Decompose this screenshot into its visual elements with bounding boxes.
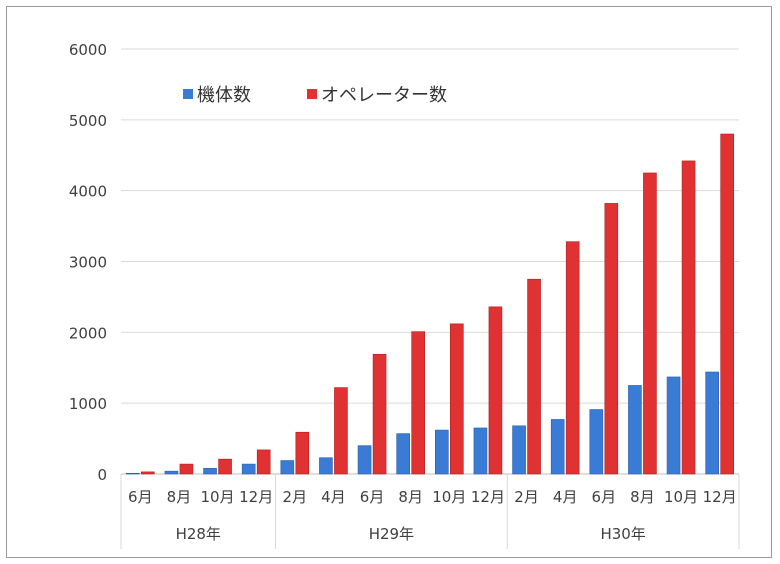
bar-operators [295,431,310,475]
bar-operators [720,133,734,475]
x-tick-label: 6月 [592,488,617,506]
legend-label-drones: 機体数 [197,85,251,106]
chart-frame: 0 1000 2000 3000 4000 5000 6000 6月 8月 10月 12月 2月 4月 6… [6,6,772,558]
x-tick-label: 6月 [360,488,385,506]
bar-operators [450,323,464,475]
bar-drones [203,468,217,475]
bar-operators [565,241,580,475]
bar-operators [179,463,194,475]
x-tick-label: 12月 [471,488,505,506]
bar-drones [589,409,604,475]
bar-drones [280,460,295,475]
bar-operators [411,331,425,475]
bar-operators [218,458,232,475]
x-tick-label: 2月 [514,488,539,506]
bar-drones [319,457,333,475]
bar-drones [357,445,372,475]
x-tick-label: 8月 [630,488,655,506]
y-tick-label: 4000 [69,183,107,201]
bar-operators [527,278,541,475]
bar-drones [164,470,179,475]
bar-drones [396,433,410,475]
legend-item-operators: オペレーター数 [307,81,447,107]
group-label: H30年 [600,525,645,543]
x-tick-label: 10月 [664,488,698,506]
x-tick-label: 4月 [321,488,346,506]
x-tick-label: 10月 [201,488,235,506]
bar-drones [126,472,140,475]
bar-drones [241,463,256,475]
bar-operators [488,306,503,475]
x-tick-label: 12月 [703,488,737,506]
y-tick-label: 2000 [69,324,107,342]
bar-drones [550,419,565,475]
bar-operators [256,449,271,475]
bar-drones [666,376,681,475]
bar-drones [512,425,526,475]
y-tick-label: 3000 [69,254,107,272]
bar-operators [681,160,696,475]
bar-operators [372,353,387,475]
y-tick-label: 6000 [69,41,107,59]
y-tick-label: 0 [97,466,107,484]
bar-operators [141,471,155,475]
y-tick-label: 1000 [69,395,107,413]
x-tick-label: 8月 [167,488,192,506]
legend-swatch-drones [183,89,193,99]
x-tick-label: 4月 [553,488,578,506]
bar-operators [604,203,619,475]
group-label: H28年 [176,525,221,543]
legend-swatch-operators [307,89,317,99]
bar-operators [334,387,348,475]
group-label: H29年 [369,525,414,543]
bar-operators [643,172,657,475]
bar-drones [628,385,642,475]
x-tick-label: 10月 [432,488,466,506]
x-tick-label: 6月 [128,488,153,506]
bar-drones [435,429,449,475]
bar-drones [473,427,488,475]
legend-label-operators: オペレーター数 [321,85,447,106]
x-tick-label: 2月 [283,488,308,506]
legend: 機体数 オペレーター数 [183,81,503,107]
legend-item-drones: 機体数 [183,81,251,107]
y-tick-label: 5000 [69,112,107,130]
bar-drones [705,371,719,475]
x-tick-label: 8月 [398,488,423,506]
x-tick-label: 12月 [239,488,273,506]
